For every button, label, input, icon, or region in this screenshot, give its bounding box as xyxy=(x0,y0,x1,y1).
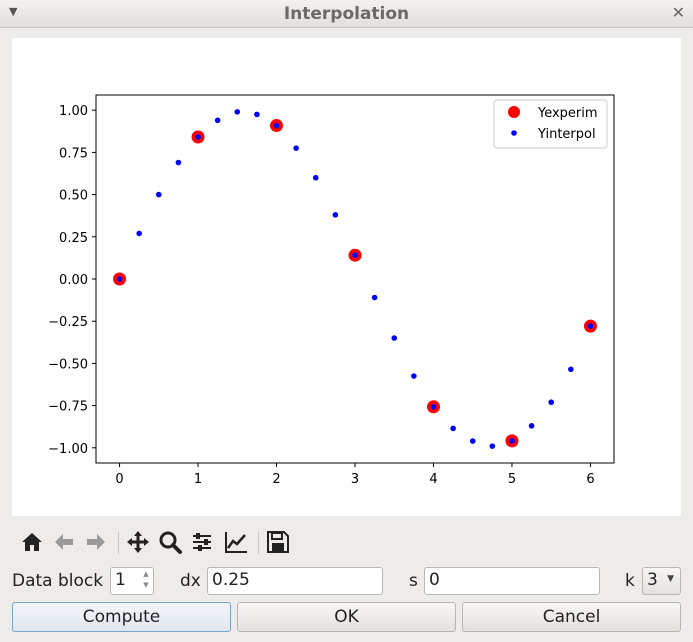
data-point-yinterpol xyxy=(430,403,437,410)
data-point-yinterpol xyxy=(195,134,201,140)
subplots-config-icon[interactable] xyxy=(188,528,216,556)
cancel-button[interactable]: Cancel xyxy=(462,602,681,632)
data-point-yinterpol xyxy=(548,399,555,406)
y-tick-label: −0.25 xyxy=(48,315,88,330)
data-point-yinterpol xyxy=(293,145,299,151)
x-tick-label: 3 xyxy=(351,472,359,487)
data-point-yinterpol xyxy=(136,230,142,237)
data-point-yinterpol xyxy=(391,335,398,341)
zoom-icon[interactable] xyxy=(156,528,184,556)
x-tick-label: 4 xyxy=(429,472,437,487)
data-point-yinterpol xyxy=(352,252,358,258)
legend: Yexperim Yinterpol xyxy=(493,99,608,149)
data-point-yinterpol xyxy=(489,443,496,449)
window-title: Interpolation xyxy=(283,4,410,24)
data-point-yinterpol xyxy=(450,425,456,432)
y-tick-label: −1.00 xyxy=(48,442,88,457)
y-tick-label: 0.25 xyxy=(59,231,88,246)
x-tick-label: 2 xyxy=(272,472,280,487)
k-select[interactable]: 3 ▼ xyxy=(642,567,681,595)
data-point-yinterpol xyxy=(587,323,594,329)
data-point-yinterpol xyxy=(411,373,417,379)
back-arrow-icon[interactable] xyxy=(50,528,78,556)
legend-label-yinterpol: Yinterpol xyxy=(537,127,596,142)
ok-button[interactable]: OK xyxy=(237,602,456,632)
chart: 0 1 2 3 4 5 6 1.00 0.75 0.50 0.25 0.00 −0.25 −0.50 −0… xyxy=(48,94,615,487)
home-icon[interactable] xyxy=(18,528,46,556)
window-menu-icon[interactable]: ▼ xyxy=(9,5,18,18)
dx-input[interactable]: 0.25 xyxy=(207,567,383,595)
data-point-yinterpol xyxy=(116,276,123,282)
legend-frame xyxy=(493,99,608,149)
y-tick-label: 0.00 xyxy=(59,273,88,288)
data-point-yinterpol xyxy=(155,191,162,198)
forward-arrow-icon[interactable] xyxy=(82,528,110,556)
title-bar: ▼ Interpolation ✕ xyxy=(0,0,693,28)
dx-value: 0.25 xyxy=(212,570,250,590)
data-point-yinterpol xyxy=(273,122,280,129)
legend-marker-yexperim xyxy=(508,106,520,118)
data-block-value: 1 xyxy=(115,570,126,590)
legend-label-yexperim: Yexperim xyxy=(537,106,598,121)
data-point-yinterpol xyxy=(175,159,182,166)
pan-icon[interactable] xyxy=(124,528,152,556)
close-icon[interactable]: ✕ xyxy=(671,3,685,22)
data-point-yinterpol xyxy=(509,438,515,444)
data-point-yinterpol xyxy=(568,366,574,373)
s-value: 0 xyxy=(429,570,440,590)
axes-edit-icon[interactable] xyxy=(222,528,250,556)
plot-canvas[interactable]: 0 1 2 3 4 5 6 1.00 0.75 0.50 0.25 0.00 −0.25 −0.50 −0… xyxy=(12,38,681,516)
data-block-spinbox[interactable]: 1 ▲ ▼ xyxy=(110,567,154,595)
spin-arrows-icon[interactable]: ▲ ▼ xyxy=(143,570,149,589)
data-block-label: Data block xyxy=(12,571,104,591)
dx-label: dx xyxy=(180,571,201,591)
s-label: s xyxy=(409,571,418,591)
chevron-down-icon[interactable]: ▼ xyxy=(667,574,674,584)
x-tick-label: 6 xyxy=(586,472,594,487)
y-tick-label: 0.75 xyxy=(59,146,88,161)
y-tick-label: −0.50 xyxy=(48,357,88,372)
x-tick-label: 0 xyxy=(115,472,123,487)
legend-marker-yinterpol xyxy=(511,130,517,136)
x-tick-label: 5 xyxy=(508,472,516,487)
s-input[interactable]: 0 xyxy=(424,567,600,595)
k-value: 3 xyxy=(647,570,658,590)
data-point-yinterpol xyxy=(332,212,339,218)
save-icon[interactable] xyxy=(264,528,292,556)
parameter-row: Data block 1 ▲ ▼ dx 0.25 s 0 k 3 ▼ xyxy=(0,566,693,598)
data-point-yinterpol xyxy=(254,111,260,118)
data-point-yinterpol xyxy=(214,117,221,124)
compute-button[interactable]: Compute xyxy=(12,602,231,632)
y-tick-label: 1.00 xyxy=(59,104,88,119)
y-tick-label: 0.50 xyxy=(59,189,88,204)
data-point-yinterpol xyxy=(234,109,241,115)
y-tick-label: −0.75 xyxy=(48,400,88,415)
k-label: k xyxy=(625,571,635,591)
plot-frame xyxy=(95,94,615,464)
data-point-yinterpol xyxy=(312,174,319,181)
data-point-yinterpol xyxy=(469,438,476,444)
data-point-yinterpol xyxy=(528,423,535,429)
data-point-yinterpol xyxy=(371,294,378,301)
x-tick-label: 1 xyxy=(194,472,202,487)
